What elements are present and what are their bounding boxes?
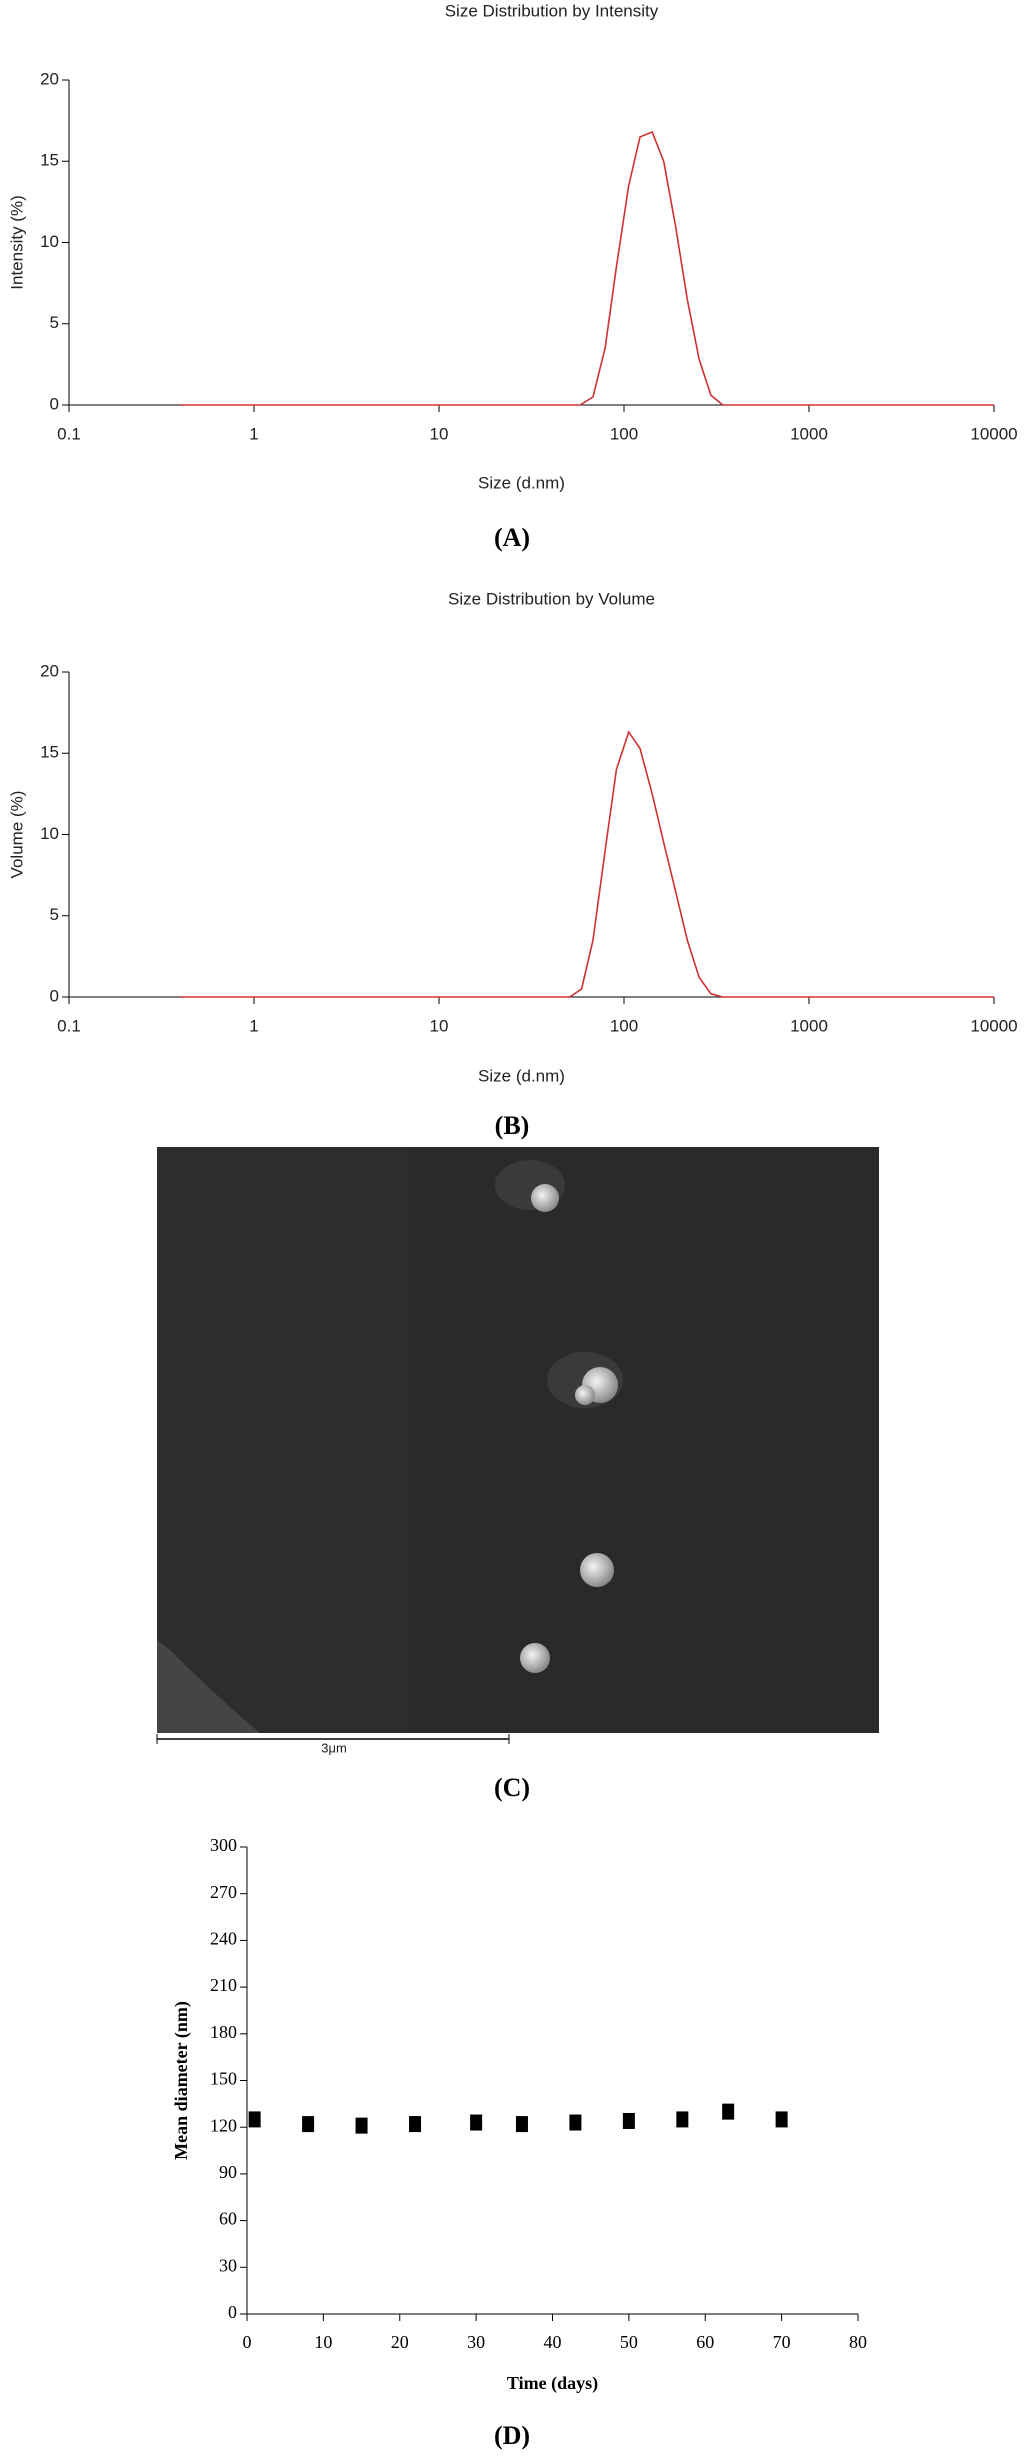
data-point bbox=[355, 2117, 368, 2134]
data-point bbox=[248, 2111, 261, 2128]
x-tick-label: 10 bbox=[430, 1016, 449, 1035]
x-tick-label: 1000 bbox=[790, 1016, 828, 1035]
y-tick-label: 0 bbox=[228, 2302, 237, 2322]
x-tick-label: 1 bbox=[249, 1016, 258, 1035]
data-point bbox=[302, 2116, 315, 2133]
x-tick-label: 10000 bbox=[970, 1016, 1017, 1035]
data-point bbox=[409, 2116, 422, 2133]
x-tick-label: 50 bbox=[620, 2332, 638, 2352]
x-axis-label: Size (d.nm) bbox=[478, 473, 565, 492]
x-axis-label: Size (d.nm) bbox=[478, 1066, 565, 1085]
y-tick-label: 270 bbox=[210, 1882, 237, 1902]
data-line bbox=[180, 130, 994, 406]
panel-label: (C) bbox=[494, 1773, 530, 1802]
y-tick-label: 10 bbox=[40, 232, 59, 251]
y-axis-label: Mean diameter (nm) bbox=[171, 2001, 192, 2160]
data-point bbox=[470, 2114, 483, 2131]
y-tick-label: 90 bbox=[219, 2162, 237, 2182]
x-tick-label: 70 bbox=[773, 2332, 791, 2352]
x-tick-label: 80 bbox=[849, 2332, 867, 2352]
x-tick-label: 100 bbox=[610, 1016, 638, 1035]
x-tick-label: 60 bbox=[696, 2332, 714, 2352]
x-tick-label: 100 bbox=[610, 424, 638, 443]
y-tick-label: 210 bbox=[210, 1975, 237, 1995]
chart-title: Size Distribution by Intensity bbox=[445, 1, 659, 20]
y-tick-label: 60 bbox=[219, 2209, 237, 2229]
panel-label: (B) bbox=[495, 1111, 530, 1140]
y-tick-label: 0 bbox=[50, 394, 59, 413]
y-tick-label: 15 bbox=[40, 743, 59, 762]
data-point bbox=[515, 2116, 528, 2133]
y-tick-label: 20 bbox=[40, 69, 59, 88]
y-tick-label: 180 bbox=[210, 2022, 237, 2042]
x-tick-label: 0.1 bbox=[57, 424, 81, 443]
scale-label: 3μm bbox=[321, 1740, 347, 1755]
data-point bbox=[722, 2103, 735, 2120]
y-tick-label: 5 bbox=[50, 905, 59, 924]
data-line bbox=[180, 730, 994, 998]
chart-title: Size Distribution by Volume bbox=[448, 589, 655, 608]
y-tick-label: 120 bbox=[210, 2115, 237, 2135]
x-tick-label: 1000 bbox=[790, 424, 828, 443]
data-point bbox=[676, 2111, 689, 2128]
data-point bbox=[622, 2112, 635, 2129]
panel-label: (A) bbox=[494, 523, 530, 552]
y-tick-label: 30 bbox=[219, 2255, 237, 2275]
x-axis-label: Time (days) bbox=[507, 2373, 598, 2394]
y-axis-label: Volume (%) bbox=[7, 791, 26, 879]
y-tick-label: 5 bbox=[50, 313, 59, 332]
y-tick-label: 300 bbox=[210, 1835, 237, 1855]
x-tick-label: 10 bbox=[314, 2332, 332, 2352]
x-tick-label: 40 bbox=[544, 2332, 562, 2352]
x-tick-label: 10000 bbox=[970, 424, 1017, 443]
data-point bbox=[775, 2111, 788, 2128]
y-tick-label: 20 bbox=[40, 661, 59, 680]
y-tick-label: 10 bbox=[40, 824, 59, 843]
x-tick-label: 0.1 bbox=[57, 1016, 81, 1035]
y-axis-label: Intensity (%) bbox=[7, 195, 26, 289]
y-tick-label: 15 bbox=[40, 151, 59, 170]
y-tick-label: 150 bbox=[210, 2069, 237, 2089]
y-tick-label: 240 bbox=[210, 1929, 237, 1949]
x-tick-label: 20 bbox=[391, 2332, 409, 2352]
x-tick-label: 30 bbox=[467, 2332, 485, 2352]
x-tick-label: 1 bbox=[249, 424, 258, 443]
x-tick-label: 10 bbox=[430, 424, 449, 443]
data-point bbox=[569, 2114, 582, 2131]
sem-image bbox=[157, 1147, 879, 1733]
y-tick-label: 0 bbox=[50, 986, 59, 1005]
panel-label: (D) bbox=[494, 2421, 530, 2450]
x-tick-label: 0 bbox=[243, 2332, 252, 2352]
